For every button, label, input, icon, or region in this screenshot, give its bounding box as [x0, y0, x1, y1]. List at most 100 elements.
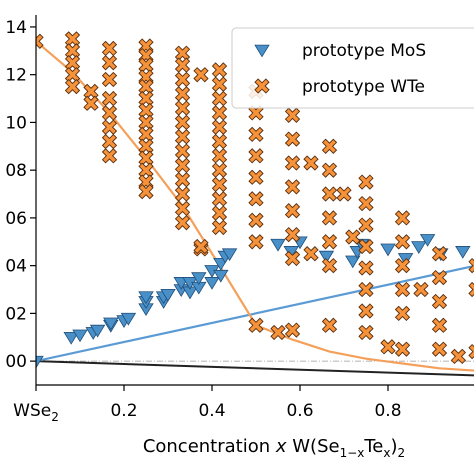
mos2-point: [63, 331, 79, 345]
wte2-point: [83, 95, 99, 111]
wte2-point: [174, 157, 191, 174]
wte2-point: [101, 55, 118, 71]
mos2-point: [455, 246, 471, 259]
wte2-point: [211, 119, 228, 135]
wte2-point: [174, 129, 191, 145]
x-axis-label-part: W(Se: [287, 436, 340, 457]
wte2-point: [174, 114, 191, 131]
wte2-point: [101, 105, 118, 121]
wte2-point: [303, 155, 319, 171]
wte2-point: [284, 203, 301, 219]
wte2-point: [174, 172, 191, 188]
mos2-point: [221, 248, 238, 262]
x-axis-label-part: x: [275, 436, 287, 457]
mos2-point: [380, 243, 396, 257]
wte2-point: [394, 257, 411, 274]
y-tick-labels: 00 02 04 06 08 10 12 14: [5, 18, 27, 372]
wte2-point: [174, 143, 191, 159]
y-tick-label: 10: [5, 113, 27, 133]
wte2-point: [193, 238, 209, 255]
y-tick-label: 12: [5, 66, 27, 86]
wte2-point: [450, 348, 467, 365]
wte2-point: [468, 343, 474, 360]
wte2-point: [248, 148, 264, 164]
x-axis-label-part: 1−x: [340, 446, 365, 460]
black-baseline-line: [36, 360, 474, 377]
wte2-point: [394, 234, 411, 250]
wte2-point: [211, 133, 228, 150]
legend-label: prototype MoS: [302, 41, 426, 61]
wte2-point: [211, 105, 228, 121]
plot-inner: [36, 31, 474, 377]
wte2-point: [431, 293, 448, 310]
wte2-point: [345, 229, 361, 245]
wte2-point: [321, 257, 338, 274]
wte2-point: [336, 186, 352, 202]
wte2-point: [138, 183, 154, 200]
wte2-point: [358, 324, 374, 341]
wte2-point: [358, 238, 374, 255]
wte2-point: [358, 174, 374, 190]
wte2-point: [64, 55, 81, 71]
y-tick-label: 00: [5, 352, 27, 372]
wte2-point: [83, 83, 99, 100]
x-tick-label-subscript: 2: [51, 410, 59, 424]
wte2-point: [138, 138, 154, 154]
legend: prototype MoS prototype WTe: [231, 27, 474, 109]
x-tick-label: 0.2: [110, 401, 137, 421]
wte2-point: [303, 246, 319, 262]
plot-area: [30, 15, 474, 391]
y-tick-label: 14: [5, 18, 27, 38]
mos2-point: [191, 272, 207, 286]
x-axis-label: Concentration x W(Se1−xTex)2: [143, 436, 405, 460]
legend-box: [231, 27, 474, 109]
wte2-point: [394, 210, 411, 226]
series-2: [36, 31, 474, 365]
wte2-point: [321, 186, 338, 202]
wte2-point: [174, 71, 191, 88]
wte2-point: [468, 281, 474, 298]
mos2-point: [345, 255, 361, 269]
wte2-point: [321, 210, 338, 226]
y-tick-label: 08: [5, 161, 27, 181]
wte2-point: [138, 57, 154, 73]
wte2-point: [321, 234, 338, 250]
wte2-point: [193, 67, 209, 83]
wte2-point: [284, 322, 301, 338]
y-tick-label: 04: [5, 257, 27, 277]
x-tick-label: 0.8: [374, 401, 401, 421]
wte2-point: [248, 126, 264, 143]
wte2-point: [64, 43, 81, 59]
wte2-point: [284, 250, 301, 267]
legend-triangle-icon: [254, 44, 270, 58]
wte2-point: [211, 205, 228, 221]
wte2-point: [413, 281, 429, 298]
mos2-point: [138, 291, 154, 305]
wte2-point: [64, 78, 81, 95]
wte2-point: [431, 341, 448, 357]
wte2-point: [248, 191, 264, 207]
wte2-point: [248, 169, 264, 185]
wte2-point: [321, 138, 338, 154]
mos2-point: [103, 317, 119, 331]
mos2-point: [36, 355, 44, 369]
wte2-point: [394, 281, 411, 298]
x-axis-label-part: x: [383, 446, 390, 460]
wte2-point: [431, 246, 448, 262]
wte2-point: [394, 341, 411, 357]
wte2-point: [174, 100, 191, 116]
blue-hull-line: [36, 264, 474, 363]
series-1: [36, 234, 471, 369]
wte2-point: [101, 133, 118, 150]
x-tick-labels: WSe2 0.2 0.4 0.6 0.8: [13, 401, 401, 424]
wte2-point: [248, 105, 264, 121]
wte2-point: [36, 33, 44, 49]
mos2-point: [204, 277, 220, 290]
wte2-point: [211, 176, 228, 193]
wte2-point: [174, 57, 191, 73]
x-tick-label: WSe2: [13, 401, 59, 424]
mos2-point: [160, 288, 176, 302]
wte2-point: [248, 317, 264, 333]
wte2-point: [211, 191, 228, 207]
